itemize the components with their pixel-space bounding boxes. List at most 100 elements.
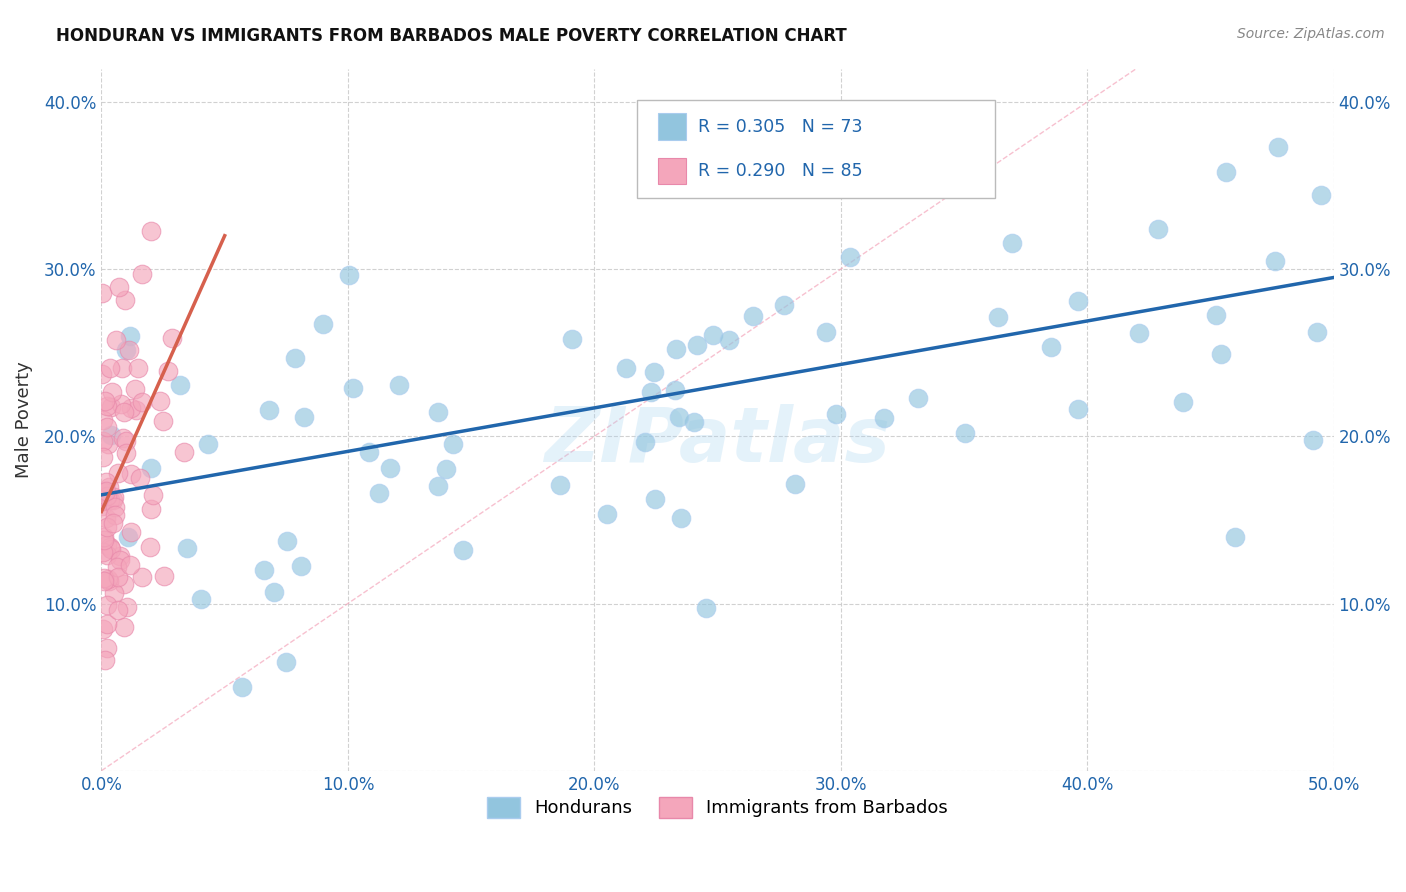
Point	[98, 574, 121, 588]
Point	[90, 489, 112, 503]
Point	[90, 500, 112, 514]
Point	[1067, 401, 1090, 416]
Point	[118, 329, 141, 343]
Point	[111, 360, 134, 375]
Point	[717, 333, 740, 347]
Point	[91, 434, 114, 448]
Point	[94, 475, 117, 489]
Point	[665, 342, 688, 356]
Point	[197, 436, 219, 450]
Point	[292, 410, 315, 425]
Point	[312, 317, 335, 331]
Point	[104, 508, 127, 523]
Point	[93, 530, 115, 544]
FancyBboxPatch shape	[637, 100, 995, 198]
Point	[1223, 530, 1246, 544]
Point	[695, 601, 717, 615]
Point	[100, 360, 122, 375]
Point	[1211, 347, 1233, 361]
Point	[91, 622, 114, 636]
Legend: Hondurans, Immigrants from Barbados: Hondurans, Immigrants from Barbados	[479, 789, 955, 825]
Point	[1205, 308, 1227, 322]
Point	[156, 364, 179, 378]
Point	[683, 415, 706, 429]
Point	[825, 407, 848, 421]
Point	[290, 559, 312, 574]
Point	[152, 414, 174, 428]
Y-axis label: Male Poverty: Male Poverty	[15, 361, 32, 478]
Point	[103, 585, 125, 599]
Point	[90, 494, 112, 508]
Point	[987, 310, 1010, 324]
Point	[1302, 433, 1324, 447]
Point	[643, 365, 665, 379]
Point	[153, 569, 176, 583]
Point	[91, 368, 114, 382]
Point	[93, 393, 115, 408]
Point	[93, 653, 115, 667]
Point	[96, 549, 118, 563]
Point	[742, 309, 765, 323]
Point	[139, 460, 162, 475]
Point	[115, 434, 138, 449]
Point	[91, 286, 114, 301]
Point	[231, 680, 253, 694]
Point	[108, 549, 131, 563]
Point	[100, 542, 122, 557]
Point	[176, 541, 198, 555]
Point	[96, 538, 118, 552]
Text: HONDURAN VS IMMIGRANTS FROM BARBADOS MALE POVERTY CORRELATION CHART: HONDURAN VS IMMIGRANTS FROM BARBADOS MAL…	[56, 27, 846, 45]
Point	[98, 540, 121, 554]
Point	[112, 577, 135, 591]
Point	[1309, 187, 1331, 202]
Point	[139, 502, 162, 516]
Point	[561, 332, 583, 346]
Point	[96, 420, 118, 434]
Point	[337, 268, 360, 282]
Point	[426, 405, 449, 419]
Point	[772, 298, 794, 312]
Point	[97, 437, 120, 451]
Point	[94, 483, 117, 498]
Point	[93, 571, 115, 585]
Point	[93, 533, 115, 547]
Point	[115, 343, 138, 357]
Point	[114, 293, 136, 308]
Text: R = 0.290   N = 85: R = 0.290 N = 85	[697, 162, 862, 180]
Point	[973, 157, 995, 171]
Point	[120, 524, 142, 539]
Point	[1306, 326, 1329, 340]
Point	[1267, 139, 1289, 153]
Point	[441, 436, 464, 450]
Point	[131, 267, 153, 281]
Point	[263, 585, 285, 599]
Point	[108, 280, 131, 294]
Point	[96, 519, 118, 533]
Point	[357, 444, 380, 458]
Point	[103, 516, 125, 531]
Point	[98, 493, 121, 508]
Point	[96, 399, 118, 413]
Point	[785, 477, 807, 491]
Point	[149, 393, 172, 408]
Point	[111, 431, 134, 445]
Point	[107, 603, 129, 617]
Point	[127, 361, 149, 376]
Point	[367, 485, 389, 500]
Point	[780, 128, 803, 143]
Point	[138, 541, 160, 555]
Point	[644, 491, 666, 506]
Point	[162, 331, 184, 345]
Point	[1146, 222, 1168, 236]
Point	[107, 570, 129, 584]
Point	[104, 333, 127, 347]
Point	[426, 479, 449, 493]
Point	[596, 507, 619, 521]
Point	[105, 560, 128, 574]
Point	[110, 397, 132, 411]
Point	[103, 491, 125, 505]
Point	[112, 620, 135, 634]
Point	[124, 382, 146, 396]
Point	[378, 460, 401, 475]
Point	[548, 478, 571, 492]
